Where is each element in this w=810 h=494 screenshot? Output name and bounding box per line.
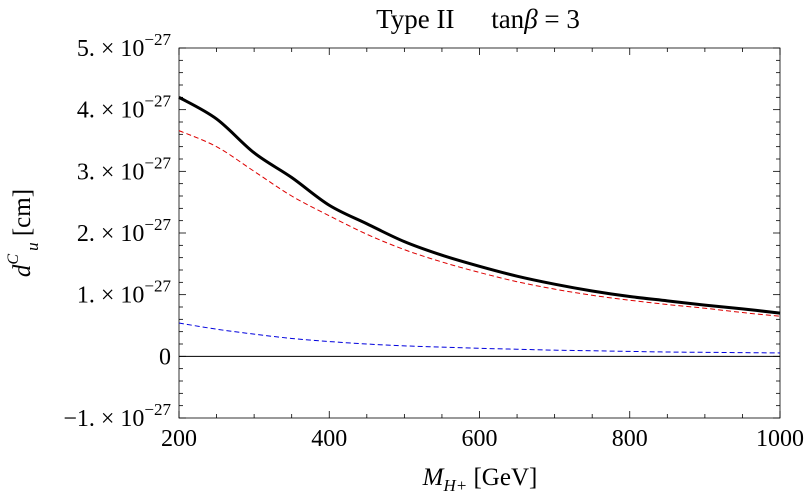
y-tick-label: 5. × 10−27 bbox=[77, 30, 172, 62]
series-line-2 bbox=[178, 322, 781, 354]
chart-title-param-symbol: β bbox=[523, 4, 538, 34]
y-axis-label-sup: C bbox=[5, 254, 22, 265]
chart-title-param-prefix: tan bbox=[491, 4, 524, 34]
x-tick-label: 200 bbox=[161, 426, 197, 452]
series-line-1 bbox=[178, 130, 781, 317]
y-axis-label-sub: u bbox=[23, 242, 42, 251]
x-axis-label-unit: [GeV] bbox=[467, 464, 537, 491]
chart-title: Type II tanβ = 3 bbox=[376, 4, 580, 34]
y-axis-label-main: d bbox=[9, 264, 36, 277]
chart-title-main: Type II bbox=[376, 4, 454, 34]
y-tick-label: 0 bbox=[159, 344, 171, 370]
y-tick-label: 1. × 10−27 bbox=[77, 277, 172, 309]
y-tick-label: −1. × 10−27 bbox=[63, 400, 171, 432]
chart-title-param-suffix: = 3 bbox=[538, 4, 580, 34]
tick-labels: 200 400 600 800 1000 5. × 10−27 4. × 10−27 3. ×… bbox=[63, 30, 804, 452]
plot-frame bbox=[178, 47, 781, 419]
series-line-0 bbox=[178, 96, 781, 315]
axis-ticks bbox=[178, 47, 781, 419]
series-group bbox=[178, 96, 781, 354]
y-tick-label: 4. × 10−27 bbox=[77, 92, 172, 124]
x-tick-label: 800 bbox=[612, 426, 648, 452]
x-tick-label: 600 bbox=[462, 426, 498, 452]
y-tick-label: 2. × 10−27 bbox=[77, 215, 172, 247]
y-axis-label-unit: [cm] bbox=[9, 189, 36, 242]
y-tick-label: 3. × 10−27 bbox=[77, 153, 172, 185]
x-axis-label-sub: H+ bbox=[442, 476, 467, 494]
x-tick-label: 1000 bbox=[756, 426, 804, 452]
x-tick-label: 400 bbox=[311, 426, 347, 452]
x-axis-label-main: M bbox=[422, 464, 445, 491]
y-axis-label-group: dCu [cm] bbox=[5, 189, 42, 277]
x-axis-label: MH+ [GeV] bbox=[422, 464, 538, 494]
y-axis-label: dCu [cm] bbox=[5, 189, 42, 277]
